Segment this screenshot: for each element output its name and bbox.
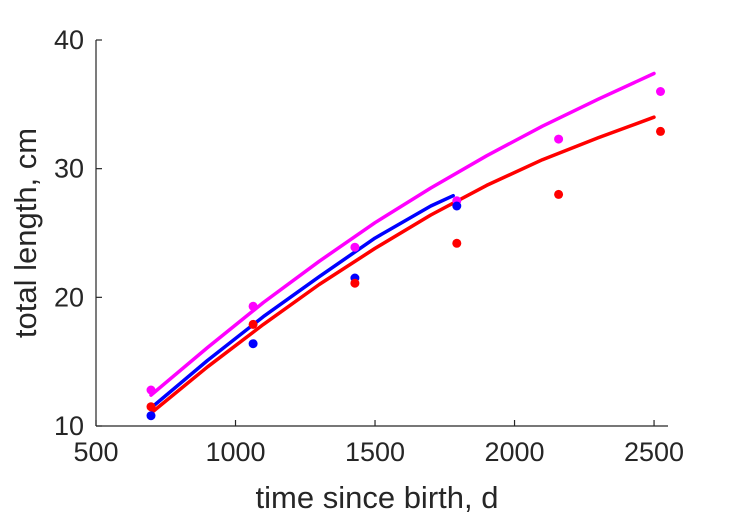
- axes: 500 1000 1500 2000 2500 10 20 30 40: [54, 25, 684, 467]
- series-0-point-4: [554, 134, 564, 144]
- series-2-point-3: [452, 238, 462, 248]
- series-0-point-5: [656, 87, 665, 96]
- x-tick-label-2: 1500: [345, 437, 405, 467]
- series-0-point-2: [350, 242, 360, 252]
- series-2-point-4: [554, 189, 564, 199]
- series-0-curve: [149, 71, 656, 397]
- series-2-curve: [149, 115, 656, 415]
- series-2-point-0: [146, 402, 156, 412]
- series-0-point-1: [248, 301, 258, 311]
- series-1-curve: [149, 193, 455, 410]
- series-1-point-0: [146, 411, 156, 421]
- y-tick-label-1: 20: [54, 282, 84, 312]
- series-0-point-0: [146, 385, 156, 395]
- series-1-point-1: [248, 339, 258, 349]
- x-tick-label-0: 500: [73, 437, 118, 467]
- series-1-point-3: [452, 201, 462, 211]
- y-axis-label: total length, cm: [8, 128, 43, 338]
- x-tick-label-4: 2500: [624, 437, 684, 467]
- series-2-point-5: [656, 126, 665, 136]
- y-tick-label-0: 10: [54, 411, 84, 441]
- series-2-point-2: [350, 278, 360, 288]
- y-tick-label-2: 30: [54, 154, 84, 184]
- y-tick-label-3: 40: [54, 25, 84, 55]
- series-2-point-1: [248, 319, 258, 329]
- x-tick-label-1: 1000: [205, 437, 265, 467]
- x-axis-label: time since birth, d: [256, 480, 499, 515]
- x-tick-label-3: 2000: [484, 437, 544, 467]
- plot-content: [146, 71, 665, 421]
